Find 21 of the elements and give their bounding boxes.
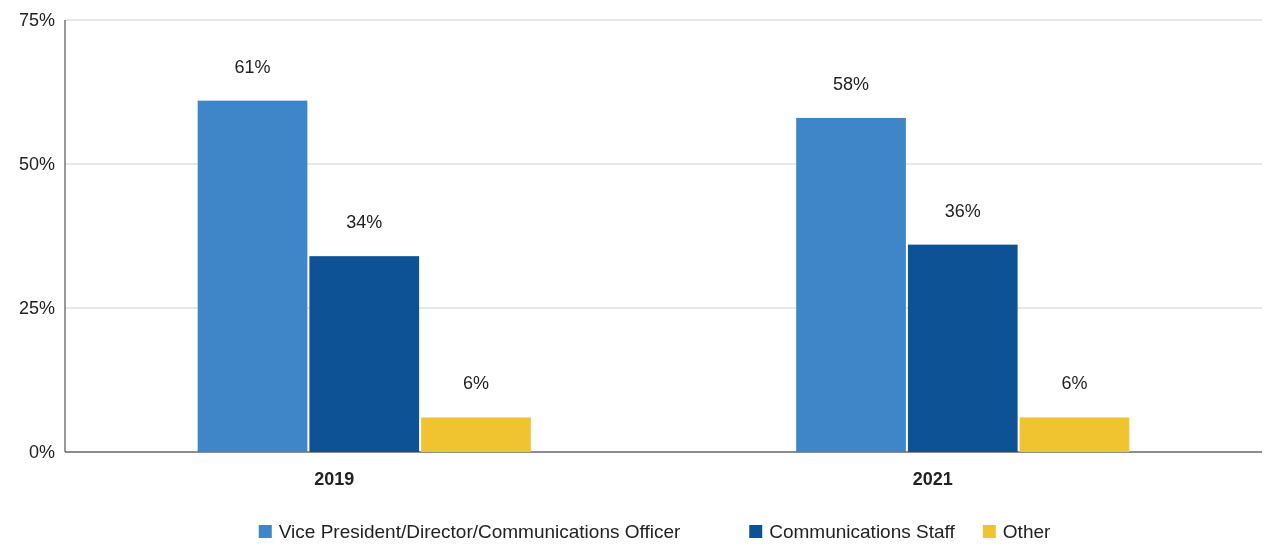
- bar: [1019, 417, 1130, 452]
- y-tick-label: 75%: [18, 10, 55, 31]
- y-tick-label: 25%: [18, 298, 55, 319]
- data-label: 61%: [234, 56, 271, 77]
- legend-label: Other: [1002, 521, 1052, 542]
- bar: [907, 244, 1018, 452]
- legend-label: Communications Staff: [769, 521, 956, 542]
- bar: [309, 256, 420, 452]
- data-label: 6%: [1061, 373, 1088, 394]
- x-tick-label: 2019: [314, 469, 355, 489]
- data-label: 58%: [833, 73, 870, 94]
- bar: [421, 417, 531, 452]
- data-label: 36%: [944, 200, 981, 221]
- y-tick-label: 50%: [18, 154, 55, 175]
- data-label: 6%: [462, 373, 489, 394]
- y-tick-label: 0%: [28, 442, 55, 463]
- data-label: 34%: [346, 212, 383, 233]
- x-tick-label: 2021: [912, 469, 953, 489]
- bar: [197, 100, 308, 452]
- bar: [796, 117, 906, 452]
- legend-label: Vice President/Director/Communications Officer: [278, 521, 682, 542]
